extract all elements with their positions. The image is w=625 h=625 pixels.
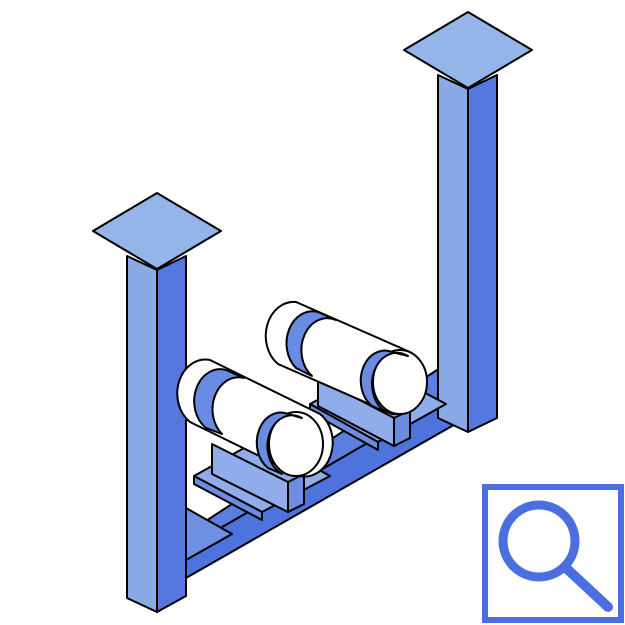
right-column-cap-plate <box>403 11 533 89</box>
left-column-side-face <box>156 255 187 613</box>
beam-flange <box>185 507 233 561</box>
left-column <box>92 192 222 613</box>
rear-pipe-end-strap <box>359 349 409 413</box>
front-pipe-end-strap <box>255 411 303 475</box>
right-column-front-face <box>437 74 469 433</box>
front-pipe-strap <box>193 368 245 435</box>
rear-pipe-strap <box>285 310 337 377</box>
rear-pipe-assembly <box>264 300 447 451</box>
front-pipe-assembly <box>176 358 334 521</box>
left-column-front-face <box>126 255 158 613</box>
front-pipe-end <box>268 411 324 477</box>
right-column-side-face <box>467 74 498 433</box>
magnifier-icon <box>498 500 580 582</box>
front-saddle-base-plate-edge <box>193 475 263 521</box>
left-column-cap-plate <box>92 192 222 270</box>
right-column <box>403 11 533 433</box>
front-saddle-web-side <box>287 473 305 513</box>
magnifier-handle-icon <box>560 562 613 612</box>
zoom-button[interactable] <box>482 484 624 623</box>
